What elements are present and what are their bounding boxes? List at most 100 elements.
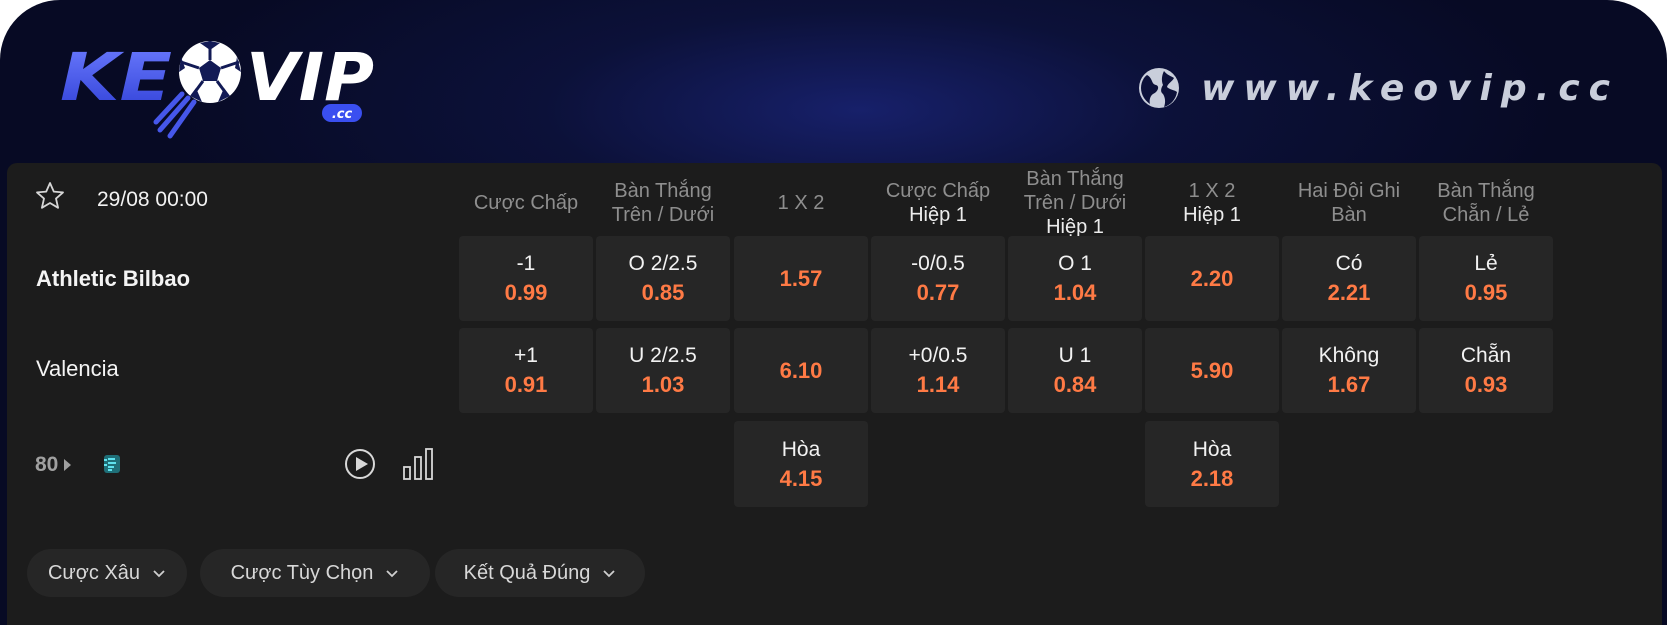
header-line: Hiệp 1 [1046,216,1104,238]
odds-line: U 2/2.5 [629,344,697,367]
odds-line: Lẻ [1474,252,1498,275]
odds-cell-away-handicap-h1[interactable]: +0/0.5 1.14 [871,328,1005,413]
col-header-over-under: Bàn Thắng Trên / Dưới [593,163,733,243]
kickoff-time: 29/08 00:00 [97,188,208,211]
col-header-both-score: Hai Đội Ghi Bàn [1279,163,1419,243]
odds-line: Chẵn [1460,344,1512,367]
header-line: Cược Chấp [473,192,579,214]
odds-line: +0/0.5 [908,344,968,367]
header-line: 1 X 2 [1188,180,1236,202]
odds-cell-home-handicap[interactable]: -1 0.99 [459,236,593,321]
odds-value: 0.99 [504,280,548,305]
odds-value: 1.04 [1053,280,1097,305]
odds-value: 4.15 [779,465,823,491]
odds-line: Hòa [781,437,821,461]
pill-label: Kết Quả Đúng [463,561,591,584]
odds-cell-away-1x2[interactable]: 6.10 [734,328,868,413]
odds-line: +1 [514,344,538,367]
col-header-1x2: 1 X 2 [731,163,871,243]
odds-value: 0.77 [916,280,960,305]
header-line: Hiệp 1 [909,204,967,226]
caret-right-icon [64,459,72,471]
chevron-down-icon [153,570,165,578]
odds-line: Có [1335,252,1363,275]
odds-value: 0.84 [1053,372,1097,397]
svg-text:KE: KE [60,39,172,116]
odds-line: Không [1318,344,1380,367]
header-line: Chẵn / Lẻ [1442,204,1530,226]
custom-bet-button[interactable]: Cược Tùy Chọn [200,549,430,597]
header-line: Bàn Thắng [1026,168,1124,190]
odds-line: Hòa [1192,437,1232,461]
chevron-down-icon [603,570,616,578]
odds-cell-away-1x2-h1[interactable]: 5.90 [1145,328,1279,413]
odds-cell-home-1x2[interactable]: 1.57 [734,236,868,321]
match-panel: 29/08 00:00 Cược Chấp Bàn Thắng Trên / D… [7,163,1662,625]
odds-value: 6.10 [779,358,823,383]
chevron-down-icon [386,570,399,578]
odds-cell-home-over-h1[interactable]: O 1 1.04 [1008,236,1142,321]
keovip-logo: KE VIP .cc [60,38,400,143]
stats-badge-icon[interactable] [100,452,124,476]
odds-value: 0.85 [641,280,685,305]
home-team-name: Athletic Bilbao [36,266,191,291]
odds-value: 0.95 [1464,280,1508,305]
header-line: Trên / Dưới [1023,192,1127,214]
logo-graphic: KE VIP .cc [60,39,374,139]
odds-value: 0.93 [1464,372,1508,397]
odds-cell-home-over[interactable]: O 2/2.5 0.85 [596,236,730,321]
svg-text:VIP: VIP [246,39,374,116]
odds-value: 1.57 [779,266,823,291]
odds-value: 2.21 [1327,280,1371,305]
globe-icon [1139,68,1180,108]
odds-line: -0/0.5 [911,252,965,275]
pill-label: Cược Tùy Chọn [230,561,374,584]
header-line: Hiệp 1 [1183,204,1241,226]
correct-score-button[interactable]: Kết Quả Đúng [435,549,645,597]
play-icon[interactable] [343,447,377,481]
header-line: Bàn [1331,204,1367,226]
website-link[interactable]: www.keovip.cc [1137,66,1619,110]
header-line: Trên / Dưới [611,204,715,226]
odds-line: O 2/2.5 [628,252,698,275]
odds-cell-both-score-no[interactable]: Không 1.67 [1282,328,1416,413]
odds-cell-home-1x2-h1[interactable]: 2.20 [1145,236,1279,321]
odds-cell-even[interactable]: Chẵn 0.93 [1419,328,1553,413]
header-line: Cược Chấp [885,180,991,202]
odds-value: 1.03 [641,372,685,397]
odds-line: O 1 [1058,252,1092,275]
odds-value: 1.67 [1327,372,1371,397]
more-markets-button[interactable]: 80 [35,453,72,477]
away-team-name: Valencia [36,356,119,381]
col-header-1x2-h1: 1 X 2 Hiệp 1 [1142,163,1282,243]
col-header-handicap: Cược Chấp [456,163,596,243]
header-line: Bàn Thắng [614,180,712,202]
favorite-star-icon[interactable] [35,181,65,211]
pill-label: Cược Xâu [47,561,141,584]
odds-value: 2.18 [1190,465,1234,491]
odds-cell-odd[interactable]: Lẻ 0.95 [1419,236,1553,321]
odds-cell-draw-h1[interactable]: Hòa 2.18 [1145,421,1279,507]
odds-cell-away-handicap[interactable]: +1 0.91 [459,328,593,413]
header-line: Bàn Thắng [1437,180,1535,202]
svg-text:.cc: .cc [332,107,353,122]
odds-cell-draw[interactable]: Hòa 4.15 [734,421,868,507]
col-header-handicap-h1: Cược Chấp Hiệp 1 [868,163,1008,243]
odds-value: 5.90 [1190,358,1234,383]
odds-value: 1.14 [916,372,960,397]
header-line: 1 X 2 [777,192,825,214]
stats-chart-icon[interactable] [401,445,437,481]
more-markets-count: 80 [35,453,59,476]
odds-value: 0.91 [504,372,548,397]
odds-line: -1 [516,252,536,275]
parlay-bet-button[interactable]: Cược Xâu [27,549,187,597]
odds-value: 2.20 [1190,266,1234,291]
odds-line: U 1 [1058,344,1092,367]
odds-cell-both-score-yes[interactable]: Có 2.21 [1282,236,1416,321]
header-line: Hai Đội Ghi [1297,180,1401,202]
odds-cell-away-under-h1[interactable]: U 1 0.84 [1008,328,1142,413]
odds-cell-home-handicap-h1[interactable]: -0/0.5 0.77 [871,236,1005,321]
odds-cell-away-under[interactable]: U 2/2.5 1.03 [596,328,730,413]
website-url: www.keovip.cc [1201,67,1619,109]
